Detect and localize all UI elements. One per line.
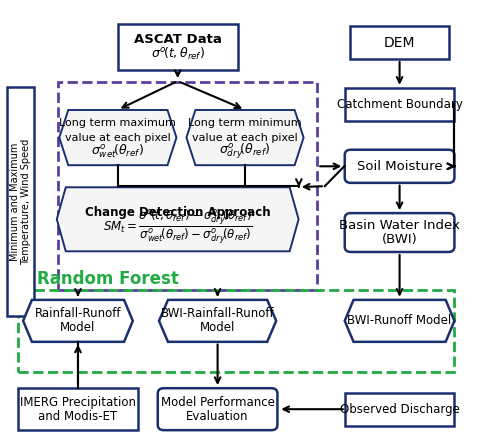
Text: Minimum and Maximum
Temperature, Wind Speed: Minimum and Maximum Temperature, Wind Sp… (10, 139, 32, 265)
Text: $\sigma^o\!\left(t,\theta_{ref}\right)$: $\sigma^o\!\left(t,\theta_{ref}\right)$ (150, 46, 205, 62)
Text: (BWI): (BWI) (382, 233, 418, 246)
Text: Observed Discharge: Observed Discharge (340, 403, 460, 416)
Text: BWI-Runoff Model: BWI-Runoff Model (348, 315, 452, 327)
Text: Change Detection Approach: Change Detection Approach (85, 206, 270, 219)
Text: value at each pixel: value at each pixel (65, 132, 170, 143)
FancyBboxPatch shape (344, 213, 455, 252)
Text: ASCAT Data: ASCAT Data (134, 34, 222, 47)
FancyBboxPatch shape (350, 26, 450, 59)
FancyBboxPatch shape (18, 388, 138, 430)
Text: Soil Moisture: Soil Moisture (357, 160, 442, 173)
Text: Long term minimum: Long term minimum (188, 118, 302, 128)
Text: Catchment Boundary: Catchment Boundary (336, 98, 462, 111)
FancyBboxPatch shape (118, 24, 238, 70)
Polygon shape (57, 187, 298, 251)
Text: BWI-Rainfall-Runoff: BWI-Rainfall-Runoff (161, 307, 274, 320)
Text: $SM_t = \dfrac{\sigma^o\!\left(t,\theta_{ref}\right)-\sigma_{dry}^{o}\!\left(\th: $SM_t = \dfrac{\sigma^o\!\left(t,\theta_… (103, 207, 253, 246)
Text: IMERG Precipitation: IMERG Precipitation (20, 396, 136, 408)
Polygon shape (60, 110, 176, 165)
FancyBboxPatch shape (344, 392, 455, 426)
Text: Model Performance: Model Performance (160, 396, 274, 408)
Text: value at each pixel: value at each pixel (192, 132, 298, 143)
FancyBboxPatch shape (158, 388, 278, 430)
Text: Basin Water Index: Basin Water Index (339, 219, 460, 232)
FancyBboxPatch shape (344, 88, 455, 121)
Text: $\sigma_{dry}^{o}\!\left(\theta_{ref}\right)$: $\sigma_{dry}^{o}\!\left(\theta_{ref}\ri… (220, 142, 270, 162)
FancyBboxPatch shape (344, 150, 455, 183)
Text: Rainfall-Runoff: Rainfall-Runoff (34, 307, 121, 320)
FancyBboxPatch shape (7, 87, 34, 316)
Text: Evaluation: Evaluation (186, 410, 249, 423)
Text: Model: Model (200, 322, 235, 334)
Text: DEM: DEM (384, 35, 416, 50)
Polygon shape (159, 300, 276, 342)
Polygon shape (344, 300, 455, 342)
Text: Model: Model (60, 322, 96, 334)
Polygon shape (23, 300, 133, 342)
Text: Long term maximum: Long term maximum (60, 118, 176, 128)
Text: $\sigma_{wet}^{o}\!\left(\theta_{ref}\right)$: $\sigma_{wet}^{o}\!\left(\theta_{ref}\ri… (92, 143, 144, 160)
Text: and Modis-ET: and Modis-ET (38, 410, 117, 423)
Polygon shape (186, 110, 304, 165)
Text: Random Forest: Random Forest (37, 270, 179, 288)
